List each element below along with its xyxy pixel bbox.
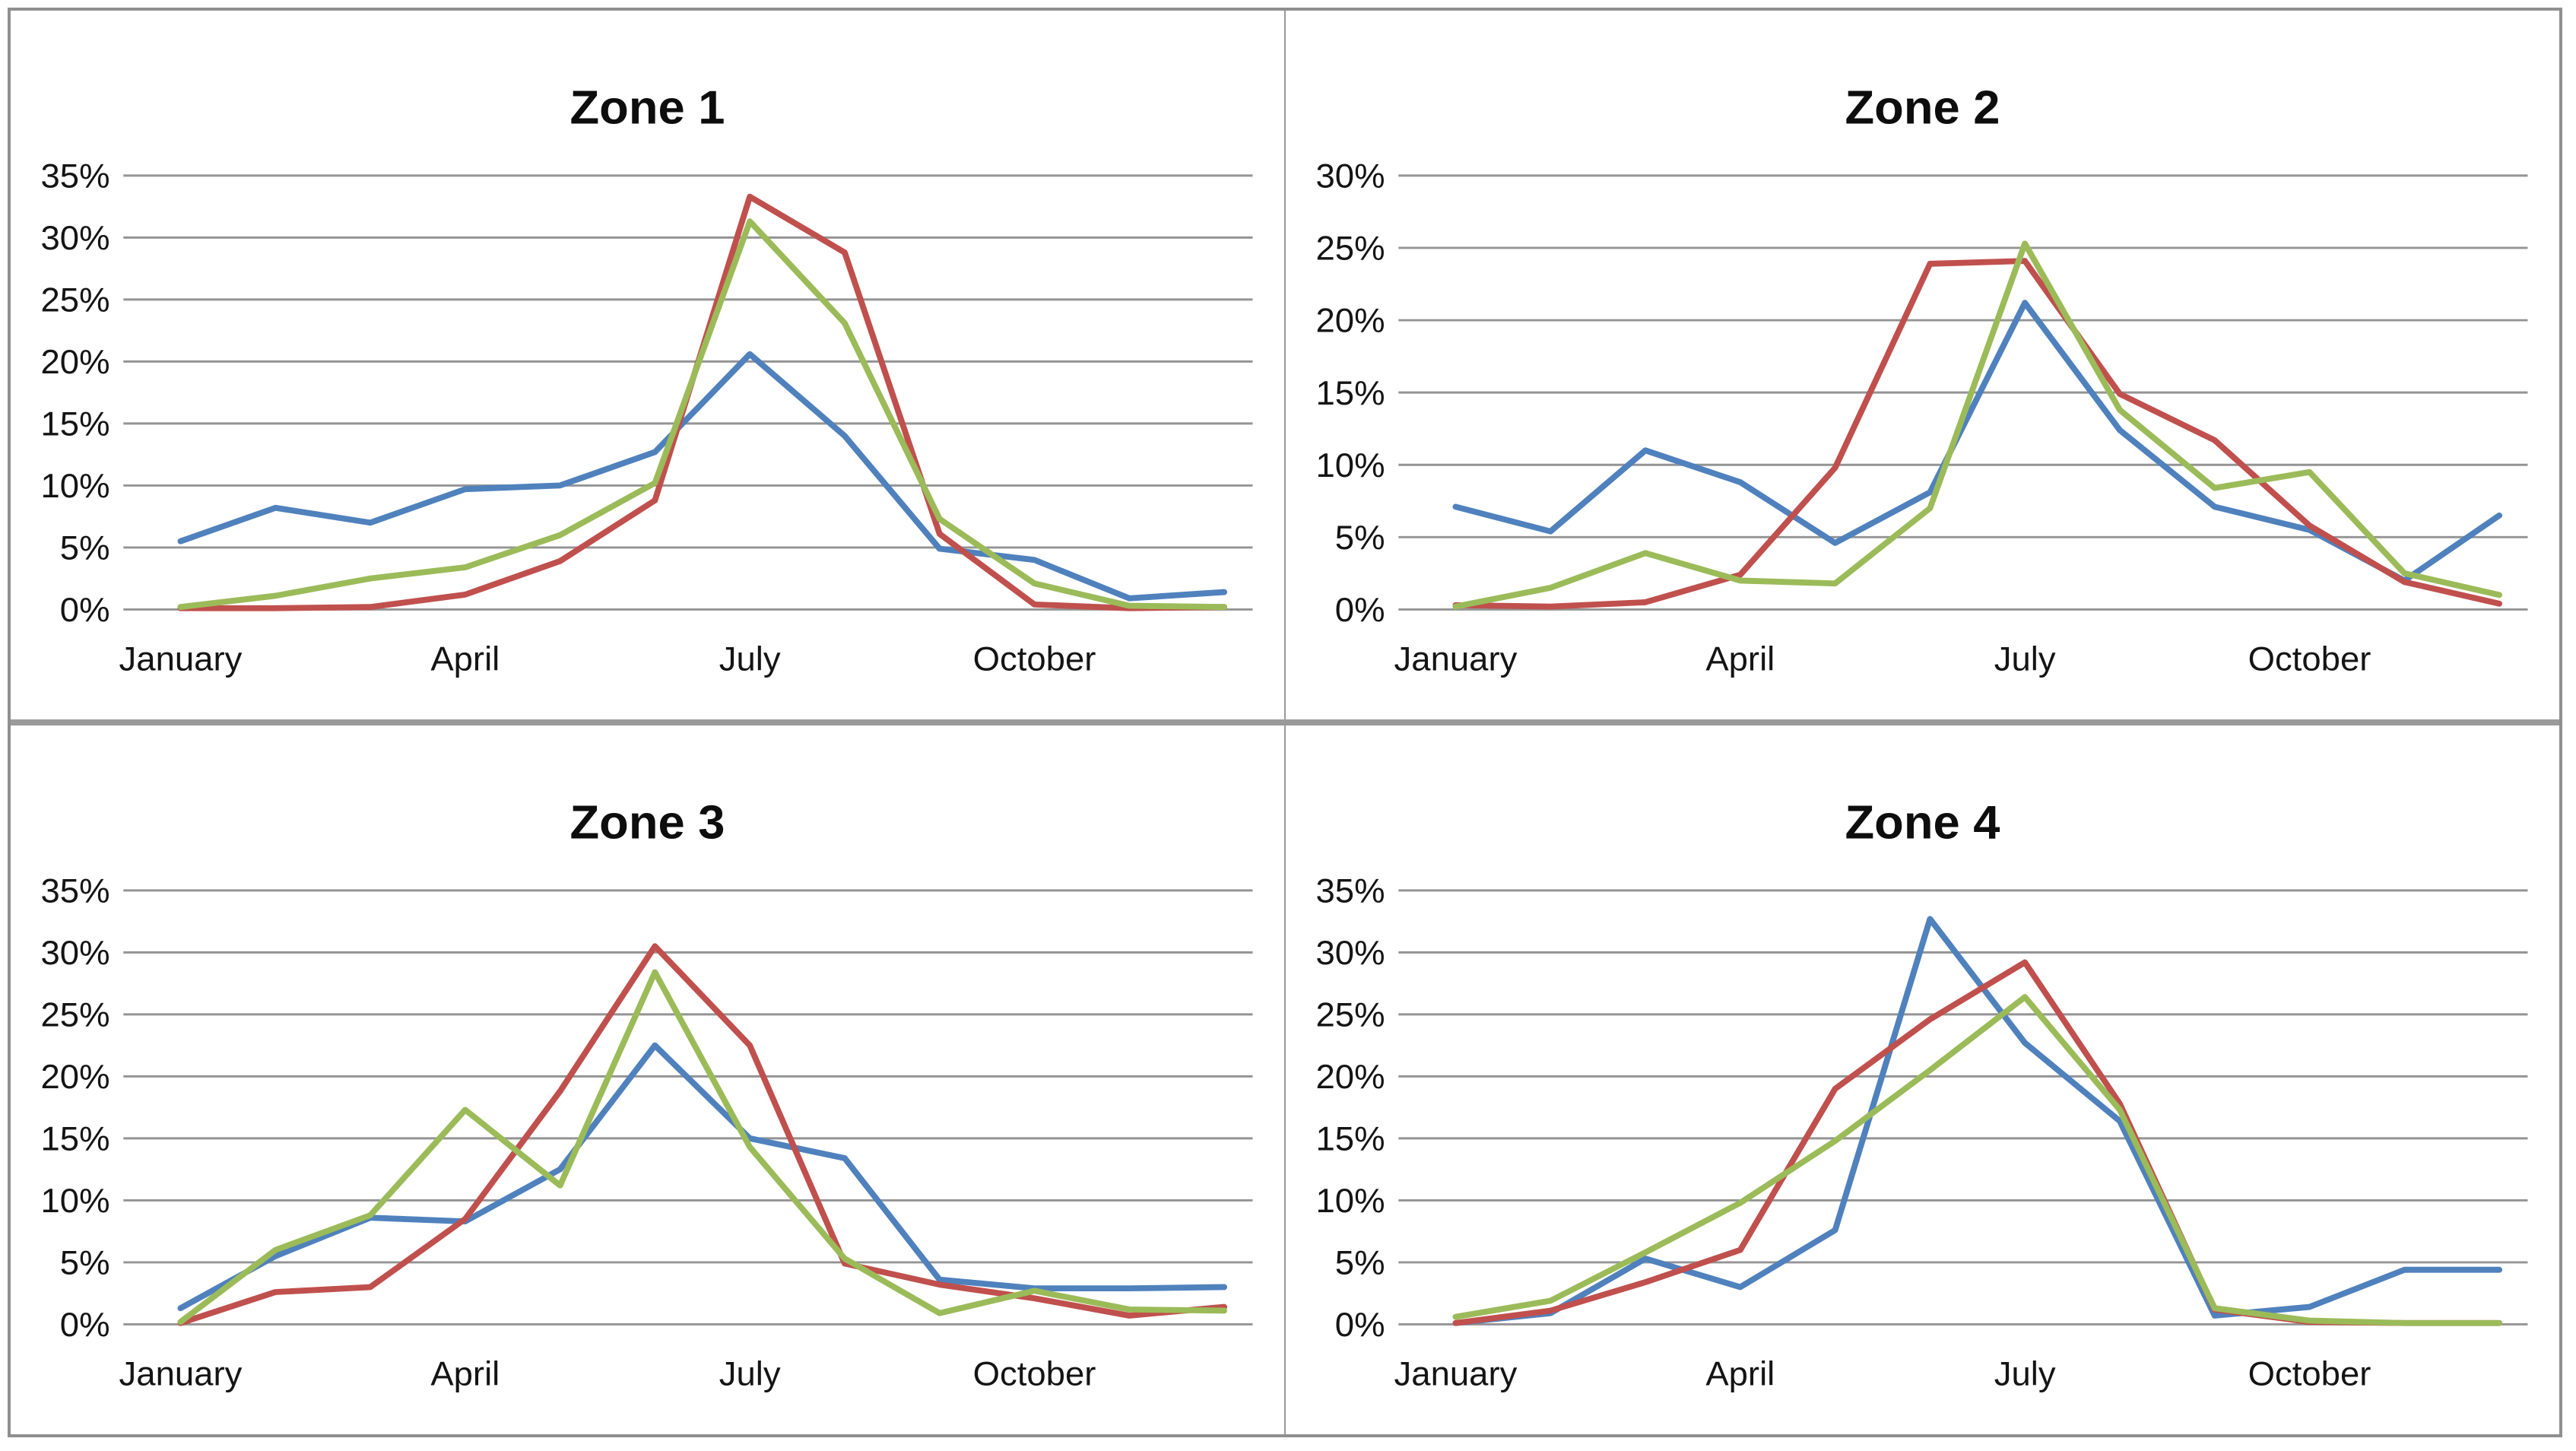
y-axis-tick-label: 30% bbox=[1315, 157, 1385, 195]
y-axis-tick-label: 10% bbox=[1315, 446, 1385, 484]
x-axis-tick-label: April bbox=[430, 1354, 500, 1393]
y-axis-tick-label: 15% bbox=[40, 405, 109, 443]
chart-svg: Zone 4 35% 30% 25% 20% 15% 10% 5% 0%January April… bbox=[1315, 796, 2528, 1393]
x-axis-tick-label: January bbox=[119, 1354, 243, 1393]
y-axis-tick-label: 15% bbox=[1315, 373, 1385, 412]
x-axis-tick-label: January bbox=[119, 640, 243, 678]
x-axis-tick-label: July bbox=[719, 640, 781, 678]
x-axis-tick-label: July bbox=[719, 1354, 781, 1393]
y-axis-tick-label: 0% bbox=[60, 590, 110, 629]
chart-zone-4: Zone 4 35% 30% 25% 20% 15% 10% 5% 0% January April… bbox=[1286, 726, 2559, 1434]
chart-svg: Zone 2 30% 25% 20% 15% 10% 5% 0%January April Jul… bbox=[1315, 81, 2528, 678]
y-axis-tick-label: 10% bbox=[1315, 1181, 1385, 1220]
series-line-blue bbox=[1452, 300, 2503, 584]
y-axis-tick-label: 0% bbox=[60, 1305, 110, 1344]
y-axis-tick-label: 10% bbox=[40, 1181, 109, 1220]
y-axis-tick-label: 35% bbox=[1315, 872, 1385, 910]
chart-zone-2: Zone 2 30% 25% 20% 15% 10% 5% 0% January April Jul… bbox=[1286, 11, 2559, 719]
y-axis-tick-label: 30% bbox=[1315, 933, 1385, 972]
y-axis-tick-label: 15% bbox=[40, 1119, 109, 1158]
y-axis-tick-label: 0% bbox=[1335, 1305, 1385, 1344]
series-line-green bbox=[177, 218, 1228, 611]
y-axis-tick-label: 30% bbox=[40, 933, 109, 972]
x-axis-tick-label: October bbox=[973, 640, 1096, 678]
y-axis-tick-label: 20% bbox=[1315, 1057, 1385, 1096]
series-line-blue bbox=[1452, 916, 2503, 1326]
y-axis-tick-label: 5% bbox=[60, 1243, 110, 1282]
series-line-green bbox=[1452, 994, 2503, 1326]
y-axis-tick-label: 5% bbox=[1335, 1243, 1385, 1282]
chart-zone-3: Zone 3 35% 30% 25% 20% 15% 10% 5% 0% January April… bbox=[11, 726, 1284, 1434]
y-axis-tick-label: 25% bbox=[1315, 229, 1385, 268]
x-axis-tick-label: April bbox=[1705, 1354, 1775, 1393]
y-axis-tick-label: 30% bbox=[40, 218, 109, 257]
series-line-green bbox=[177, 969, 1228, 1326]
chart-title: Zone 2 bbox=[1845, 81, 2000, 135]
y-axis-tick-label: 5% bbox=[1335, 518, 1385, 557]
x-axis-tick-label: April bbox=[1705, 640, 1775, 678]
x-axis-tick-label: October bbox=[2248, 640, 2371, 678]
x-axis-tick-label: October bbox=[2248, 1354, 2371, 1393]
x-axis-tick-label: January bbox=[1394, 1354, 1518, 1393]
series-line-blue bbox=[177, 1042, 1228, 1312]
y-axis-tick-label: 35% bbox=[40, 157, 109, 195]
chart-zone-1: Zone 1 35% 30% 25% 20% 15% 10% 5% 0% January April… bbox=[11, 11, 1284, 719]
y-axis-tick-label: 35% bbox=[40, 872, 109, 910]
x-axis-tick-label: April bbox=[430, 640, 500, 678]
y-axis-tick-label: 0% bbox=[1335, 590, 1385, 629]
x-axis-tick-label: January bbox=[1394, 640, 1518, 678]
chart-svg: Zone 3 35% 30% 25% 20% 15% 10% 5% 0%January April… bbox=[40, 796, 1253, 1393]
x-axis-tick-label: July bbox=[1994, 640, 2056, 678]
x-axis-tick-label: October bbox=[973, 1354, 1096, 1393]
y-axis-tick-label: 25% bbox=[40, 281, 109, 319]
chart-svg: Zone 1 35% 30% 25% 20% 15% 10% 5% 0%January April… bbox=[40, 81, 1253, 678]
series-line-red bbox=[1452, 258, 2503, 610]
y-axis-tick-label: 20% bbox=[40, 1057, 109, 1096]
series-line-green bbox=[1452, 240, 2503, 610]
series-line-red bbox=[177, 943, 1228, 1326]
series-line-blue bbox=[177, 351, 1228, 602]
y-axis-tick-label: 10% bbox=[40, 466, 109, 505]
y-axis-tick-label: 5% bbox=[60, 529, 110, 567]
chart-grid: Zone 1 35% 30% 25% 20% 15% 10% 5% 0% January April… bbox=[8, 8, 2562, 1437]
y-axis-tick-label: 25% bbox=[40, 995, 109, 1034]
y-axis-tick-label: 20% bbox=[40, 342, 109, 381]
chart-title: Zone 3 bbox=[570, 796, 725, 849]
y-axis-tick-label: 20% bbox=[1315, 301, 1385, 340]
chart-title: Zone 1 bbox=[570, 81, 725, 135]
x-axis-tick-label: July bbox=[1994, 1354, 2056, 1393]
y-axis-tick-label: 25% bbox=[1315, 995, 1385, 1034]
y-axis-tick-label: 15% bbox=[1315, 1119, 1385, 1158]
chart-title: Zone 4 bbox=[1845, 796, 2000, 849]
